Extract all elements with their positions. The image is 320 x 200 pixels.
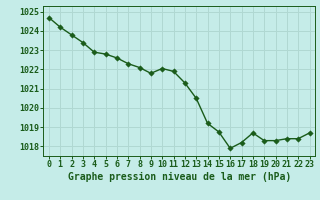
X-axis label: Graphe pression niveau de la mer (hPa): Graphe pression niveau de la mer (hPa): [68, 172, 291, 182]
